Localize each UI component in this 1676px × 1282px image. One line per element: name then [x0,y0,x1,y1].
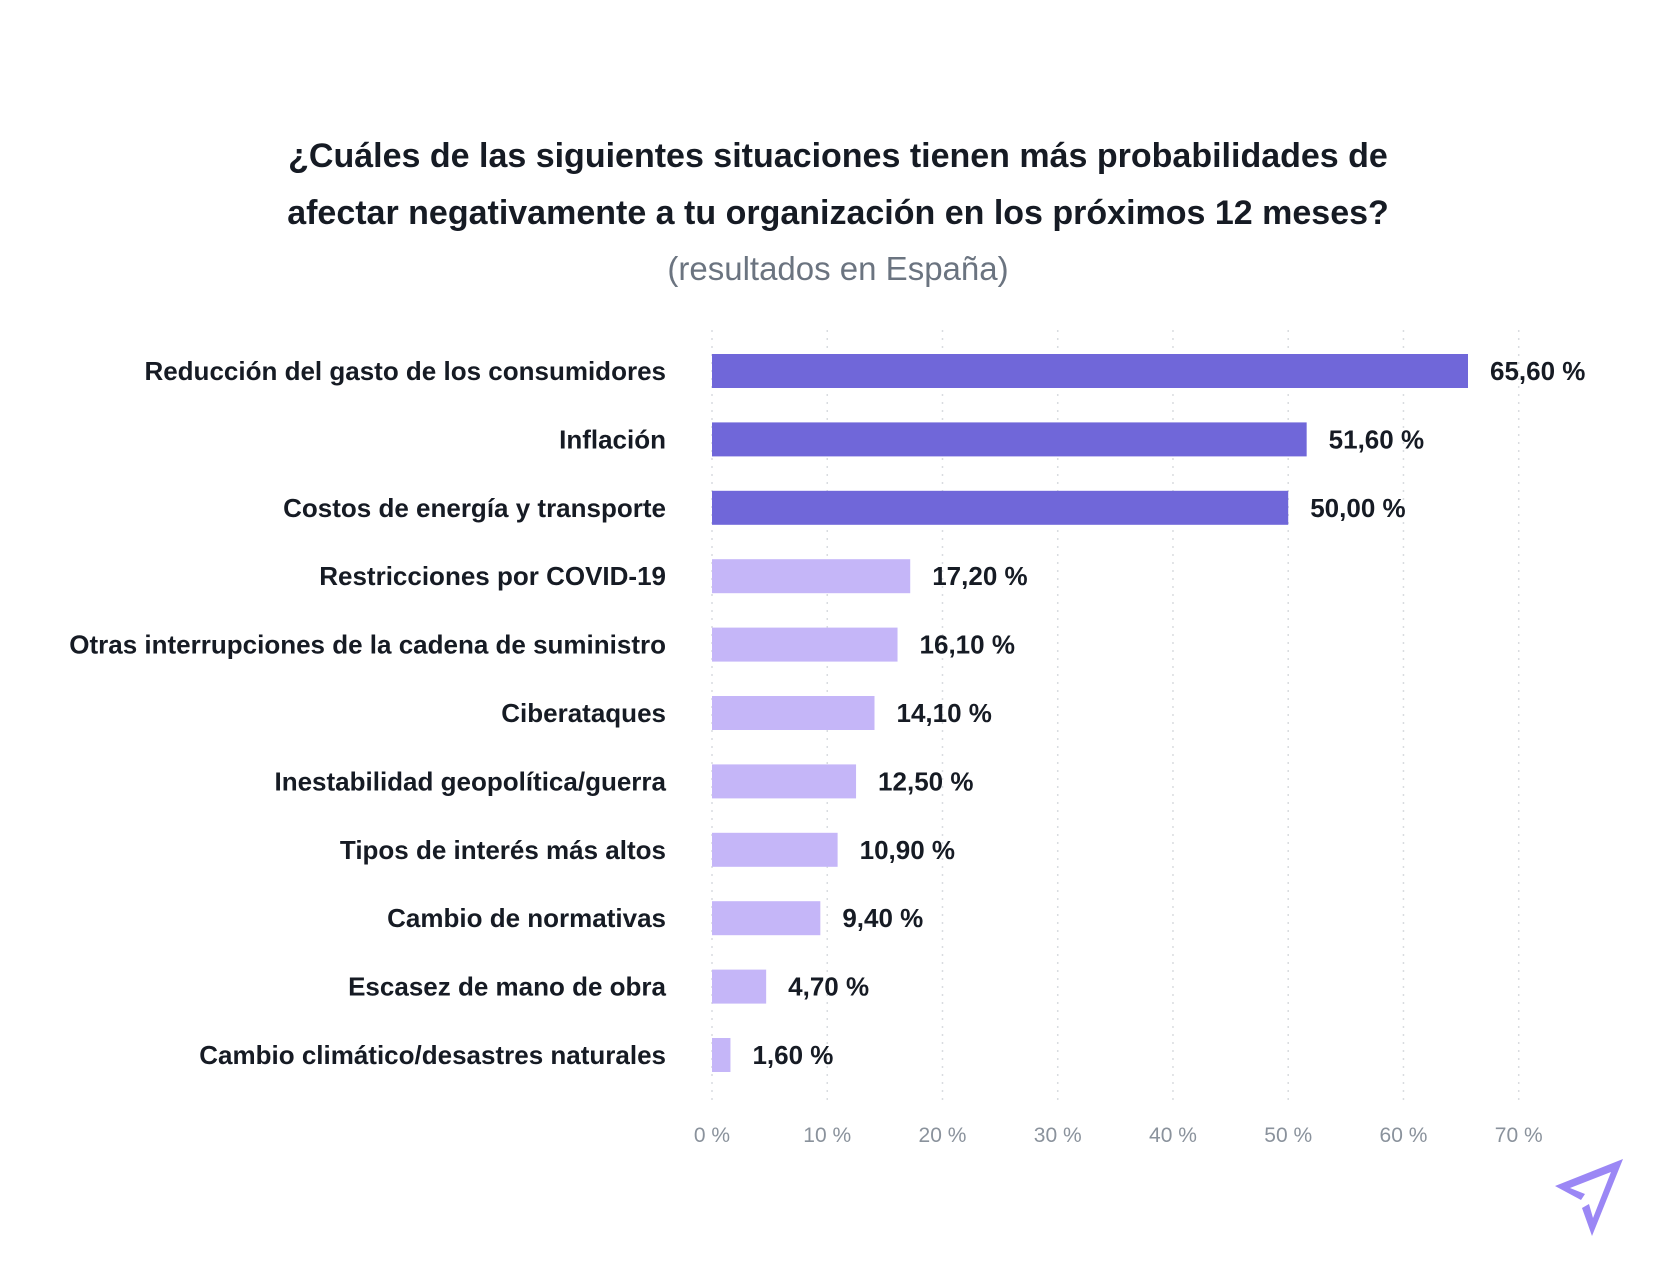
category-label: Inflación [559,424,666,454]
data-label: 10,90 % [860,835,955,865]
data-label: 9,40 % [842,903,923,933]
data-label: 50,00 % [1310,493,1405,523]
category-label: Ciberataques [501,698,666,728]
data-label: 51,60 % [1329,424,1424,454]
x-tick-label: 40 % [1149,1124,1197,1147]
category-label: Costos de energía y transporte [283,493,666,523]
paper-plane-icon [1555,1159,1623,1236]
bar [712,832,838,867]
title-line-2: afectar negativamente a tu organización … [287,194,1389,232]
x-tick-label: 50 % [1264,1124,1312,1147]
data-label: 65,60 % [1490,356,1585,386]
category-label: Escasez de mano de obra [348,972,666,1002]
x-tick-label: 20 % [919,1124,967,1147]
x-tick-label: 70 % [1495,1124,1543,1147]
bar [712,764,857,799]
bar [712,559,911,594]
bar [712,422,1307,457]
category-label: Inestabilidad geopolítica/guerra [274,766,666,796]
bar [712,627,898,662]
category-label: Reducción del gasto de los consumidores [144,356,666,386]
x-tick-label: 10 % [803,1124,851,1147]
data-label: 17,20 % [932,561,1027,591]
data-label: 12,50 % [878,766,973,796]
data-label: 1,60 % [752,1040,833,1070]
bar [712,1038,731,1072]
chart-title: ¿Cuáles de las siguientes situaciones ti… [0,128,1676,242]
category-label: Cambio climático/desastres naturales [199,1040,666,1070]
category-label: Cambio de normativas [387,903,666,933]
bar [712,490,1289,525]
data-label: 4,70 % [788,972,869,1002]
x-tick-label: 30 % [1034,1124,1082,1147]
bar [712,354,1468,388]
data-label: 16,10 % [920,630,1015,660]
bar [712,696,875,730]
category-label: Restricciones por COVID-19 [319,561,666,591]
x-tick-label: 60 % [1380,1124,1428,1147]
category-label: Otras interrupciones de la cadena de sum… [69,630,666,660]
data-label: 14,10 % [896,698,991,728]
category-label: Tipos de interés más altos [340,835,666,865]
chart-subtitle: (resultados en España) [667,250,1009,287]
bar [712,969,767,1004]
bar [712,901,821,936]
x-tick-label: 0 % [694,1124,730,1147]
title-line-1: ¿Cuáles de las siguientes situaciones ti… [288,137,1388,175]
